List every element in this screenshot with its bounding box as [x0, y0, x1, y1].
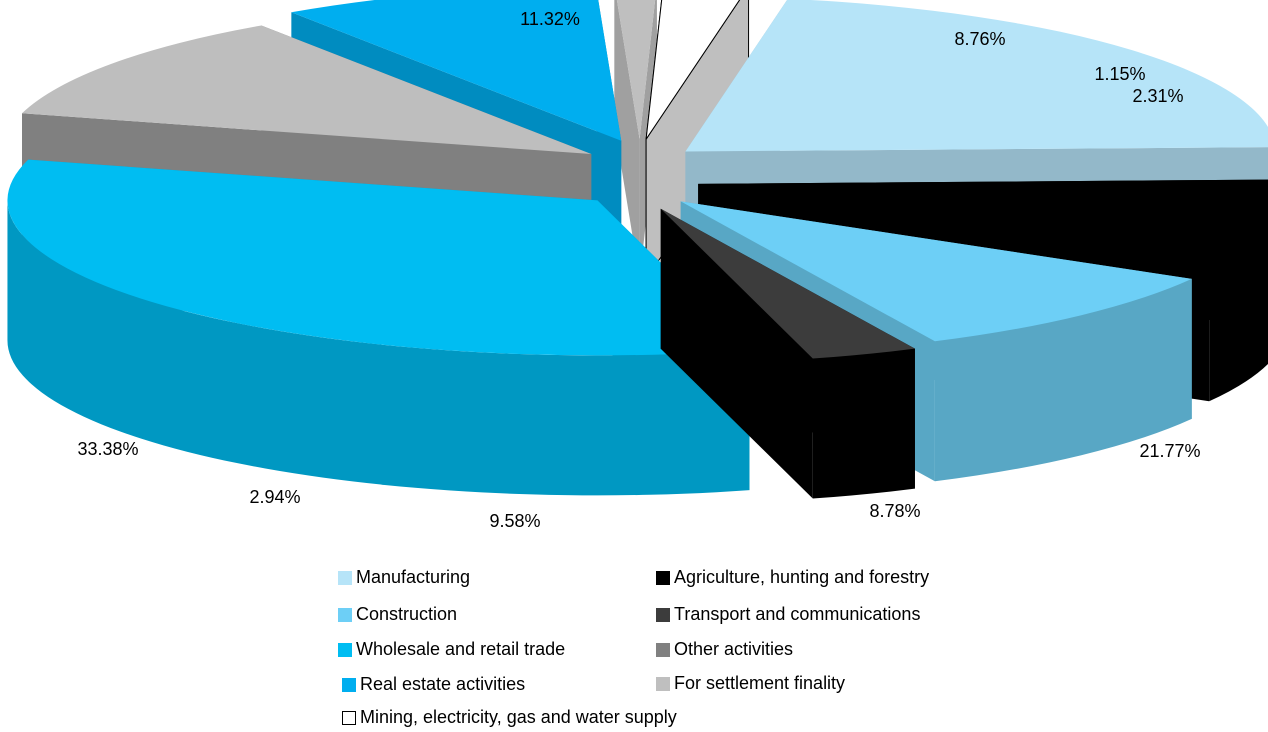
slice-label-8: 2.31% — [1132, 86, 1183, 106]
legend-label: Wholesale and retail trade — [356, 639, 566, 659]
pie-chart: 21.77% 8.78% 9.58% 2.94% 33.38% 11.32% 8.76% 1.… — [7, 0, 1268, 531]
legend-swatch — [656, 642, 670, 657]
legend-label: Other activities — [674, 639, 794, 659]
legend-swatch — [656, 570, 670, 585]
legend-swatch — [338, 642, 352, 657]
slice-label-0: 21.77% — [1139, 441, 1200, 461]
pie-slice-4 — [7, 159, 750, 496]
slice-label-1: 8.78% — [869, 501, 920, 521]
legend-item-2: Construction — [338, 604, 457, 625]
legend-item-4: Wholesale and retail trade — [338, 639, 565, 660]
slice-label-5: 11.32% — [520, 9, 580, 29]
legend-item-8: Mining, electricity, gas and water suppl… — [342, 707, 677, 728]
legend-label: Mining, electricity, gas and water suppl… — [360, 707, 677, 727]
slice-label-6: 8.76% — [954, 29, 1005, 49]
legend-item-1: Agriculture, hunting and forestry — [656, 567, 929, 588]
legend-item-3: Transport and communications — [656, 604, 920, 625]
slice-label-4: 33.38% — [77, 439, 138, 459]
pie-slice-3 — [660, 208, 915, 499]
legend-label: For settlement finality — [674, 673, 846, 693]
legend-item-5: Other activities — [656, 639, 793, 660]
legend-item-6: Real estate activities — [342, 674, 525, 695]
legend-swatch — [342, 677, 356, 692]
slice-label-7: 1.15% — [1094, 64, 1145, 84]
legend-swatch — [342, 710, 356, 725]
legend-swatch — [338, 570, 352, 585]
legend-label: Agriculture, hunting and forestry — [674, 567, 930, 587]
legend-swatch — [656, 676, 670, 691]
legend-item-0: Manufacturing — [338, 567, 470, 588]
legend-item-7: For settlement finality — [656, 673, 845, 694]
legend-label: Manufacturing — [356, 567, 471, 587]
slice-label-2: 9.58% — [489, 511, 540, 531]
legend-swatch — [338, 607, 352, 622]
legend-swatch — [656, 607, 670, 622]
legend-label: Transport and communications — [674, 604, 921, 624]
slice-label-3: 2.94% — [249, 487, 300, 507]
legend-label: Construction — [356, 604, 458, 624]
legend-label: Real estate activities — [360, 674, 526, 694]
